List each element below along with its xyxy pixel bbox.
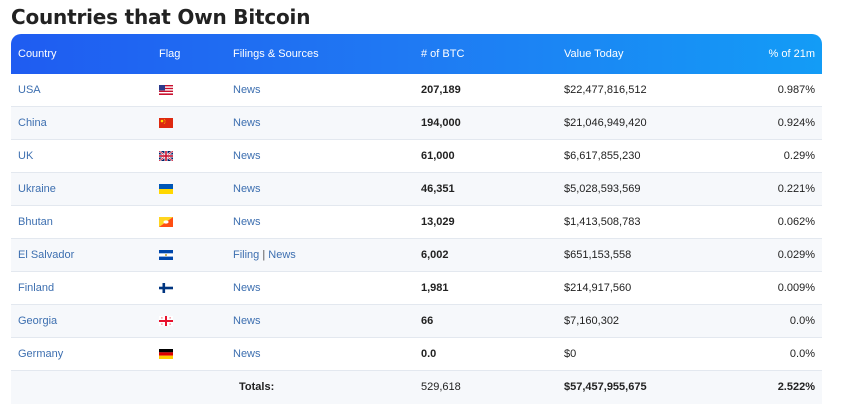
news-link[interactable]: News [233,216,261,228]
col-header-sources[interactable]: Filings & Sources [233,48,319,60]
filing-link[interactable]: Filing [233,249,260,261]
totals-value: $57,457,955,675 [564,381,647,393]
btc-amount: 61,000 [421,150,455,162]
el-salvador-flag-icon [159,250,173,260]
value-today: $5,028,593,569 [564,183,641,195]
news-link[interactable]: News [233,150,261,162]
percent-of-21m: 0.221% [777,183,815,195]
percent-of-21m: 0.029% [777,249,815,261]
percent-of-21m: 0.924% [777,117,815,129]
news-link[interactable]: News [233,348,261,360]
totals-pct: 2.522% [777,381,815,393]
news-link[interactable]: News [233,84,261,96]
table-body: USA News 207,189 $22,477,816,512 0.987% [11,74,822,371]
value-today: $6,617,855,230 [564,150,641,162]
value-today: $0 [564,348,577,360]
table-row: El Salvador Filing | News 6,002 $651,153… [11,239,822,272]
percent-of-21m: 0.0% [789,348,815,360]
country-link[interactable]: Ukraine [18,183,56,195]
col-header-value[interactable]: Value Today [564,48,624,60]
totals-label: Totals: [239,381,275,393]
btc-amount: 13,029 [421,216,455,228]
btc-amount: 1,981 [421,282,449,294]
percent-of-21m: 0.009% [777,282,815,294]
news-link[interactable]: News [233,117,261,129]
table-row: Georgia News 66 $7,160,302 0.0% [11,305,822,338]
china-flag-icon [159,118,173,128]
table-row: Ukraine News 46,351 $5,028,593,569 0.221… [11,173,822,206]
col-header-flag[interactable]: Flag [159,48,181,60]
uk-flag-icon [159,151,173,161]
col-header-btc[interactable]: # of BTC [421,48,465,60]
country-link[interactable]: Germany [18,348,64,360]
table-header: Country Flag Filings & Sources # of BTC … [11,34,822,74]
btc-amount: 6,002 [421,249,449,261]
col-header-pct[interactable]: % of 21m [768,48,815,60]
percent-of-21m: 0.29% [783,150,815,162]
value-today: $214,917,560 [564,282,632,294]
us-flag-icon [159,85,173,95]
value-today: $1,413,508,783 [564,216,641,228]
country-link[interactable]: USA [18,84,41,96]
totals-btc: 529,618 [421,381,461,393]
btc-amount: 207,189 [421,84,461,96]
bhutan-flag-icon [159,217,173,227]
bitcoin-holdings-table: Country Flag Filings & Sources # of BTC … [11,34,822,404]
news-link[interactable]: News [233,183,261,195]
country-link[interactable]: Bhutan [18,216,53,228]
btc-amount: 66 [421,315,434,327]
table-row: UK News 61,000 $6,617,855,230 0.29% [11,140,822,173]
table-row: China News 194,000 $21,046,949,420 0.924… [11,107,822,140]
page-title: Countries that Own Bitcoin [11,5,311,29]
table-row: Germany News 0.0 $0 0.0% [11,338,822,371]
country-link[interactable]: El Salvador [18,249,75,261]
value-today: $7,160,302 [564,315,620,327]
news-link[interactable]: News [268,249,296,261]
georgia-flag-icon [159,316,173,326]
country-link[interactable]: China [18,117,47,129]
germany-flag-icon [159,349,173,359]
table-row: USA News 207,189 $22,477,816,512 0.987% [11,74,822,107]
country-link[interactable]: UK [18,150,34,162]
country-link[interactable]: Finland [18,282,55,294]
totals-row: Totals: 529,618 $57,457,955,675 2.522% [11,371,822,404]
col-header-country[interactable]: Country [18,48,57,60]
news-link[interactable]: News [233,282,261,294]
news-link[interactable]: News [233,315,261,327]
percent-of-21m: 0.062% [777,216,815,228]
value-today: $651,153,558 [564,249,632,261]
percent-of-21m: 0.987% [777,84,815,96]
btc-amount: 0.0 [421,348,437,360]
value-today: $22,477,816,512 [564,84,647,96]
percent-of-21m: 0.0% [789,315,815,327]
table-row: Finland News 1,981 $214,917,560 0.009% [11,272,822,305]
btc-amount: 194,000 [421,117,461,129]
finland-flag-icon [159,283,173,293]
country-link[interactable]: Georgia [18,315,58,327]
value-today: $21,046,949,420 [564,117,647,129]
source-separator: | [259,249,269,261]
btc-amount: 46,351 [421,183,455,195]
table-row: Bhutan News 13,029 $1,413,508,783 0.062% [11,206,822,239]
ukraine-flag-icon [159,184,173,194]
